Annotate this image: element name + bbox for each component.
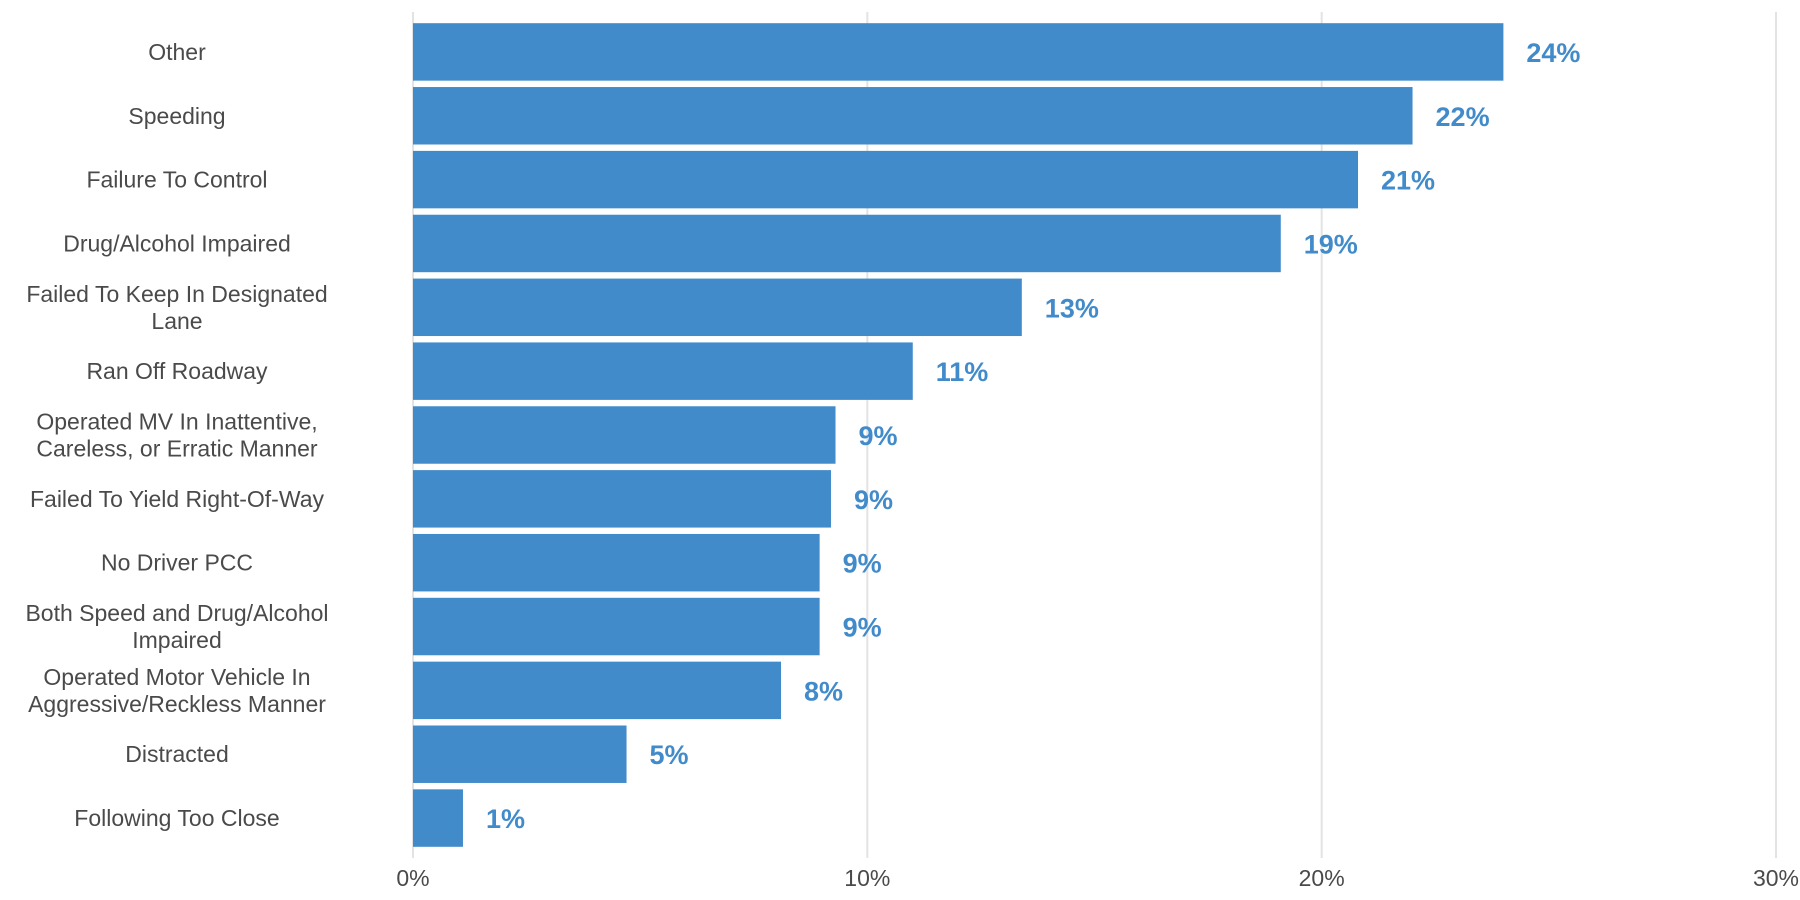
category-label-line: Drug/Alcohol Impaired [63,230,291,256]
category-label-line: Ran Off Roadway [86,358,268,384]
category-label-line: Other [148,39,206,65]
category-label-line: Following Too Close [74,805,279,831]
category-label-line: Operated Motor Vehicle In [43,664,310,690]
bar [413,278,1022,337]
category-label: No Driver PCC [101,550,253,576]
value-label: 24% [1526,38,1580,68]
value-label: 1% [486,804,525,834]
bar [413,661,782,720]
category-label: Failed To Keep In Designated Lane [26,281,327,334]
value-label: 9% [843,613,882,643]
category-label-line: No Driver PCC [101,550,253,576]
bar [413,533,820,592]
bar [413,597,820,656]
category-label-line: Aggressive/Reckless Manner [28,691,326,717]
category-label: Distracted [125,741,229,767]
value-label: 21% [1381,166,1435,196]
category-label: Operated MV In Inattentive, Careless, or … [36,409,318,462]
category-label-line: Failed To Yield Right-Of-Way [30,486,325,512]
bar [413,789,463,847]
value-label: 22% [1436,102,1490,132]
value-label: 9% [843,549,882,579]
x-tick-label: 0% [396,865,429,891]
value-label: 8% [804,676,843,706]
category-label-line: Distracted [125,741,229,767]
category-label-line: Impaired [132,627,221,653]
category-label-line: Failure To Control [86,167,267,193]
bar [413,87,1413,145]
bar [413,23,1504,81]
value-label: 9% [859,421,898,451]
x-tick-label: 30% [1753,865,1799,891]
value-label: 5% [650,740,689,770]
category-label: Both Speed and Drug/Alcohol Impaired [25,600,328,653]
bar [413,406,836,464]
bar [413,342,913,400]
x-tick-label: 20% [1299,865,1345,891]
category-label-line: Speeding [128,103,225,129]
category-label: Operated Motor Vehicle In Aggressive/Reck… [28,664,326,717]
value-label: 13% [1045,293,1099,323]
value-label: 19% [1304,229,1358,259]
category-labels: Other Speeding Failure To Control Drug/Alco… [25,39,328,831]
value-label: 11% [936,357,989,387]
category-label: Ran Off Roadway [86,358,268,384]
category-label-line: Operated MV In Inattentive, [36,409,317,435]
bar [413,214,1281,273]
bars [413,23,1504,847]
value-label: 9% [854,485,893,515]
category-label: Drug/Alcohol Impaired [63,230,291,256]
category-label: Other [148,39,206,65]
category-label-line: Lane [151,308,202,334]
category-label: Failure To Control [86,167,267,193]
category-label: Speeding [128,103,225,129]
category-label-line: Careless, or Erratic Manner [36,436,318,462]
category-label-line: Both Speed and Drug/Alcohol [25,600,328,626]
x-tick-label: 10% [844,865,890,891]
bar [413,470,831,528]
category-label: Failed To Yield Right-Of-Way [30,486,325,512]
bar [413,150,1359,209]
category-label: Following Too Close [74,805,279,831]
category-label-line: Failed To Keep In Designated [26,281,327,307]
value-labels: 24% 22% 21% 19% 13% 11% 9% 9% 9% 9% 8% 5% 1% [486,38,1580,834]
bar [413,725,627,783]
x-axis-tick-labels: 0% 10% 20% 30% [396,865,1799,891]
